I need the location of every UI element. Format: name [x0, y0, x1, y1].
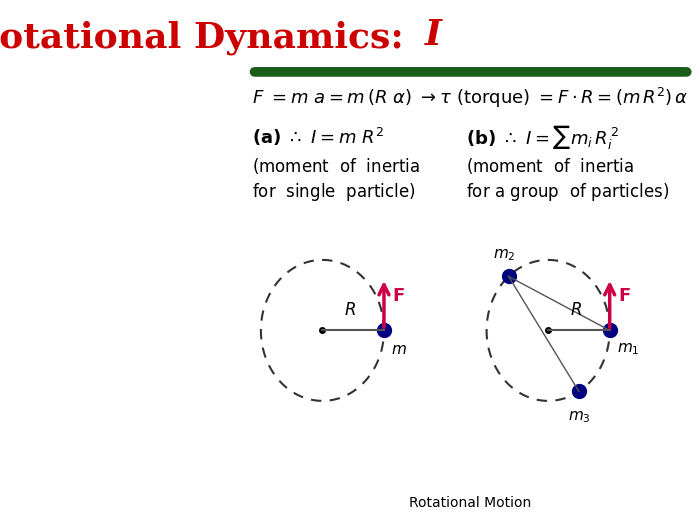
Text: $\mathbf{F}$: $\mathbf{F}$ — [618, 288, 631, 306]
Text: $m_1$: $m_1$ — [617, 341, 639, 356]
Text: $\mathbf{(a)}\ \therefore\ I = m\ R^2$: $\mathbf{(a)}\ \therefore\ I = m\ R^2$ — [252, 126, 384, 148]
Text: Rotational Dynamics:: Rotational Dynamics: — [0, 20, 416, 55]
Text: $m_3$: $m_3$ — [568, 410, 590, 425]
Text: $\mathrm{for\ \ single\ \ particle)}$: $\mathrm{for\ \ single\ \ particle)}$ — [252, 181, 415, 203]
Text: $\mathbf{F}$: $\mathbf{F}$ — [392, 288, 405, 306]
Text: $\mathrm{(moment\ \ of\ \ inertia}$: $\mathrm{(moment\ \ of\ \ inertia}$ — [466, 156, 634, 176]
Text: $m$: $m$ — [391, 343, 407, 358]
Text: $\mathbf{(b)}\ \therefore\ I = \sum m_i\,R_i^{\,2}$: $\mathbf{(b)}\ \therefore\ I = \sum m_i\… — [466, 123, 619, 151]
Text: $R$: $R$ — [344, 302, 356, 319]
Text: I: I — [425, 18, 442, 52]
Text: $F\ =m\ a=m\,(R\ \alpha)\ \rightarrow \tau\ \mathrm{(torque)}\ =F\cdot R=(m\,R^2: $F\ =m\ a=m\,(R\ \alpha)\ \rightarrow \t… — [253, 86, 689, 110]
Text: $R$: $R$ — [570, 302, 582, 319]
Text: $\mathrm{(moment\ \ of\ \ inertia}$: $\mathrm{(moment\ \ of\ \ inertia}$ — [252, 156, 420, 176]
Text: Rotational Motion: Rotational Motion — [410, 496, 532, 510]
Text: $m_2$: $m_2$ — [493, 248, 515, 264]
Text: $\mathrm{for\ a\ group\ \ of\ particles)}$: $\mathrm{for\ a\ group\ \ of\ particles)… — [466, 181, 669, 203]
